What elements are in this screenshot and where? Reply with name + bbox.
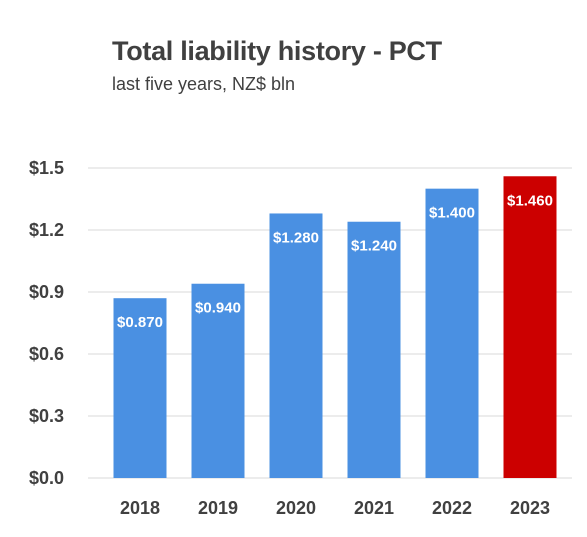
y-axis-ticks: $0.0 $0.3 $0.6 $0.9 $1.2 $1.5	[29, 158, 64, 488]
y-tick-label: $1.2	[29, 220, 64, 240]
data-label: $1.400	[429, 205, 475, 222]
y-tick-label: $0.9	[29, 282, 64, 302]
y-tick-label: $1.5	[29, 158, 64, 178]
data-label: $0.870	[117, 314, 163, 331]
bar-2020	[269, 213, 323, 478]
x-axis-ticks: 2018 2019 2020 2021 2022 2023	[120, 498, 550, 518]
x-tick-label: 2022	[432, 498, 472, 518]
chart-subtitle: last five years, NZ$ bln	[112, 74, 296, 94]
bar-2019	[191, 283, 245, 478]
y-tick-label: $0.6	[29, 344, 64, 364]
chart-title: Total liability history - PCT	[112, 36, 442, 66]
x-tick-label: 2021	[354, 498, 394, 518]
gridlines	[88, 167, 572, 479]
data-label: $1.280	[273, 229, 319, 246]
x-tick-label: 2018	[120, 498, 160, 518]
x-tick-label: 2019	[198, 498, 238, 518]
bar-2023	[503, 176, 557, 478]
x-tick-label: 2020	[276, 498, 316, 518]
bar-2018	[113, 298, 167, 478]
y-tick-label: $0.0	[29, 468, 64, 488]
data-label: $1.240	[351, 238, 397, 255]
bars	[113, 176, 557, 478]
x-tick-label: 2023	[510, 498, 550, 518]
y-tick-label: $0.3	[29, 406, 64, 426]
data-label: $1.460	[507, 192, 553, 209]
bar-2022	[425, 188, 479, 478]
data-label: $0.940	[195, 300, 241, 317]
data-labels: $0.870 $0.940 $1.280 $1.240 $1.400 $1.460	[117, 192, 553, 331]
bar-2021	[347, 221, 401, 478]
